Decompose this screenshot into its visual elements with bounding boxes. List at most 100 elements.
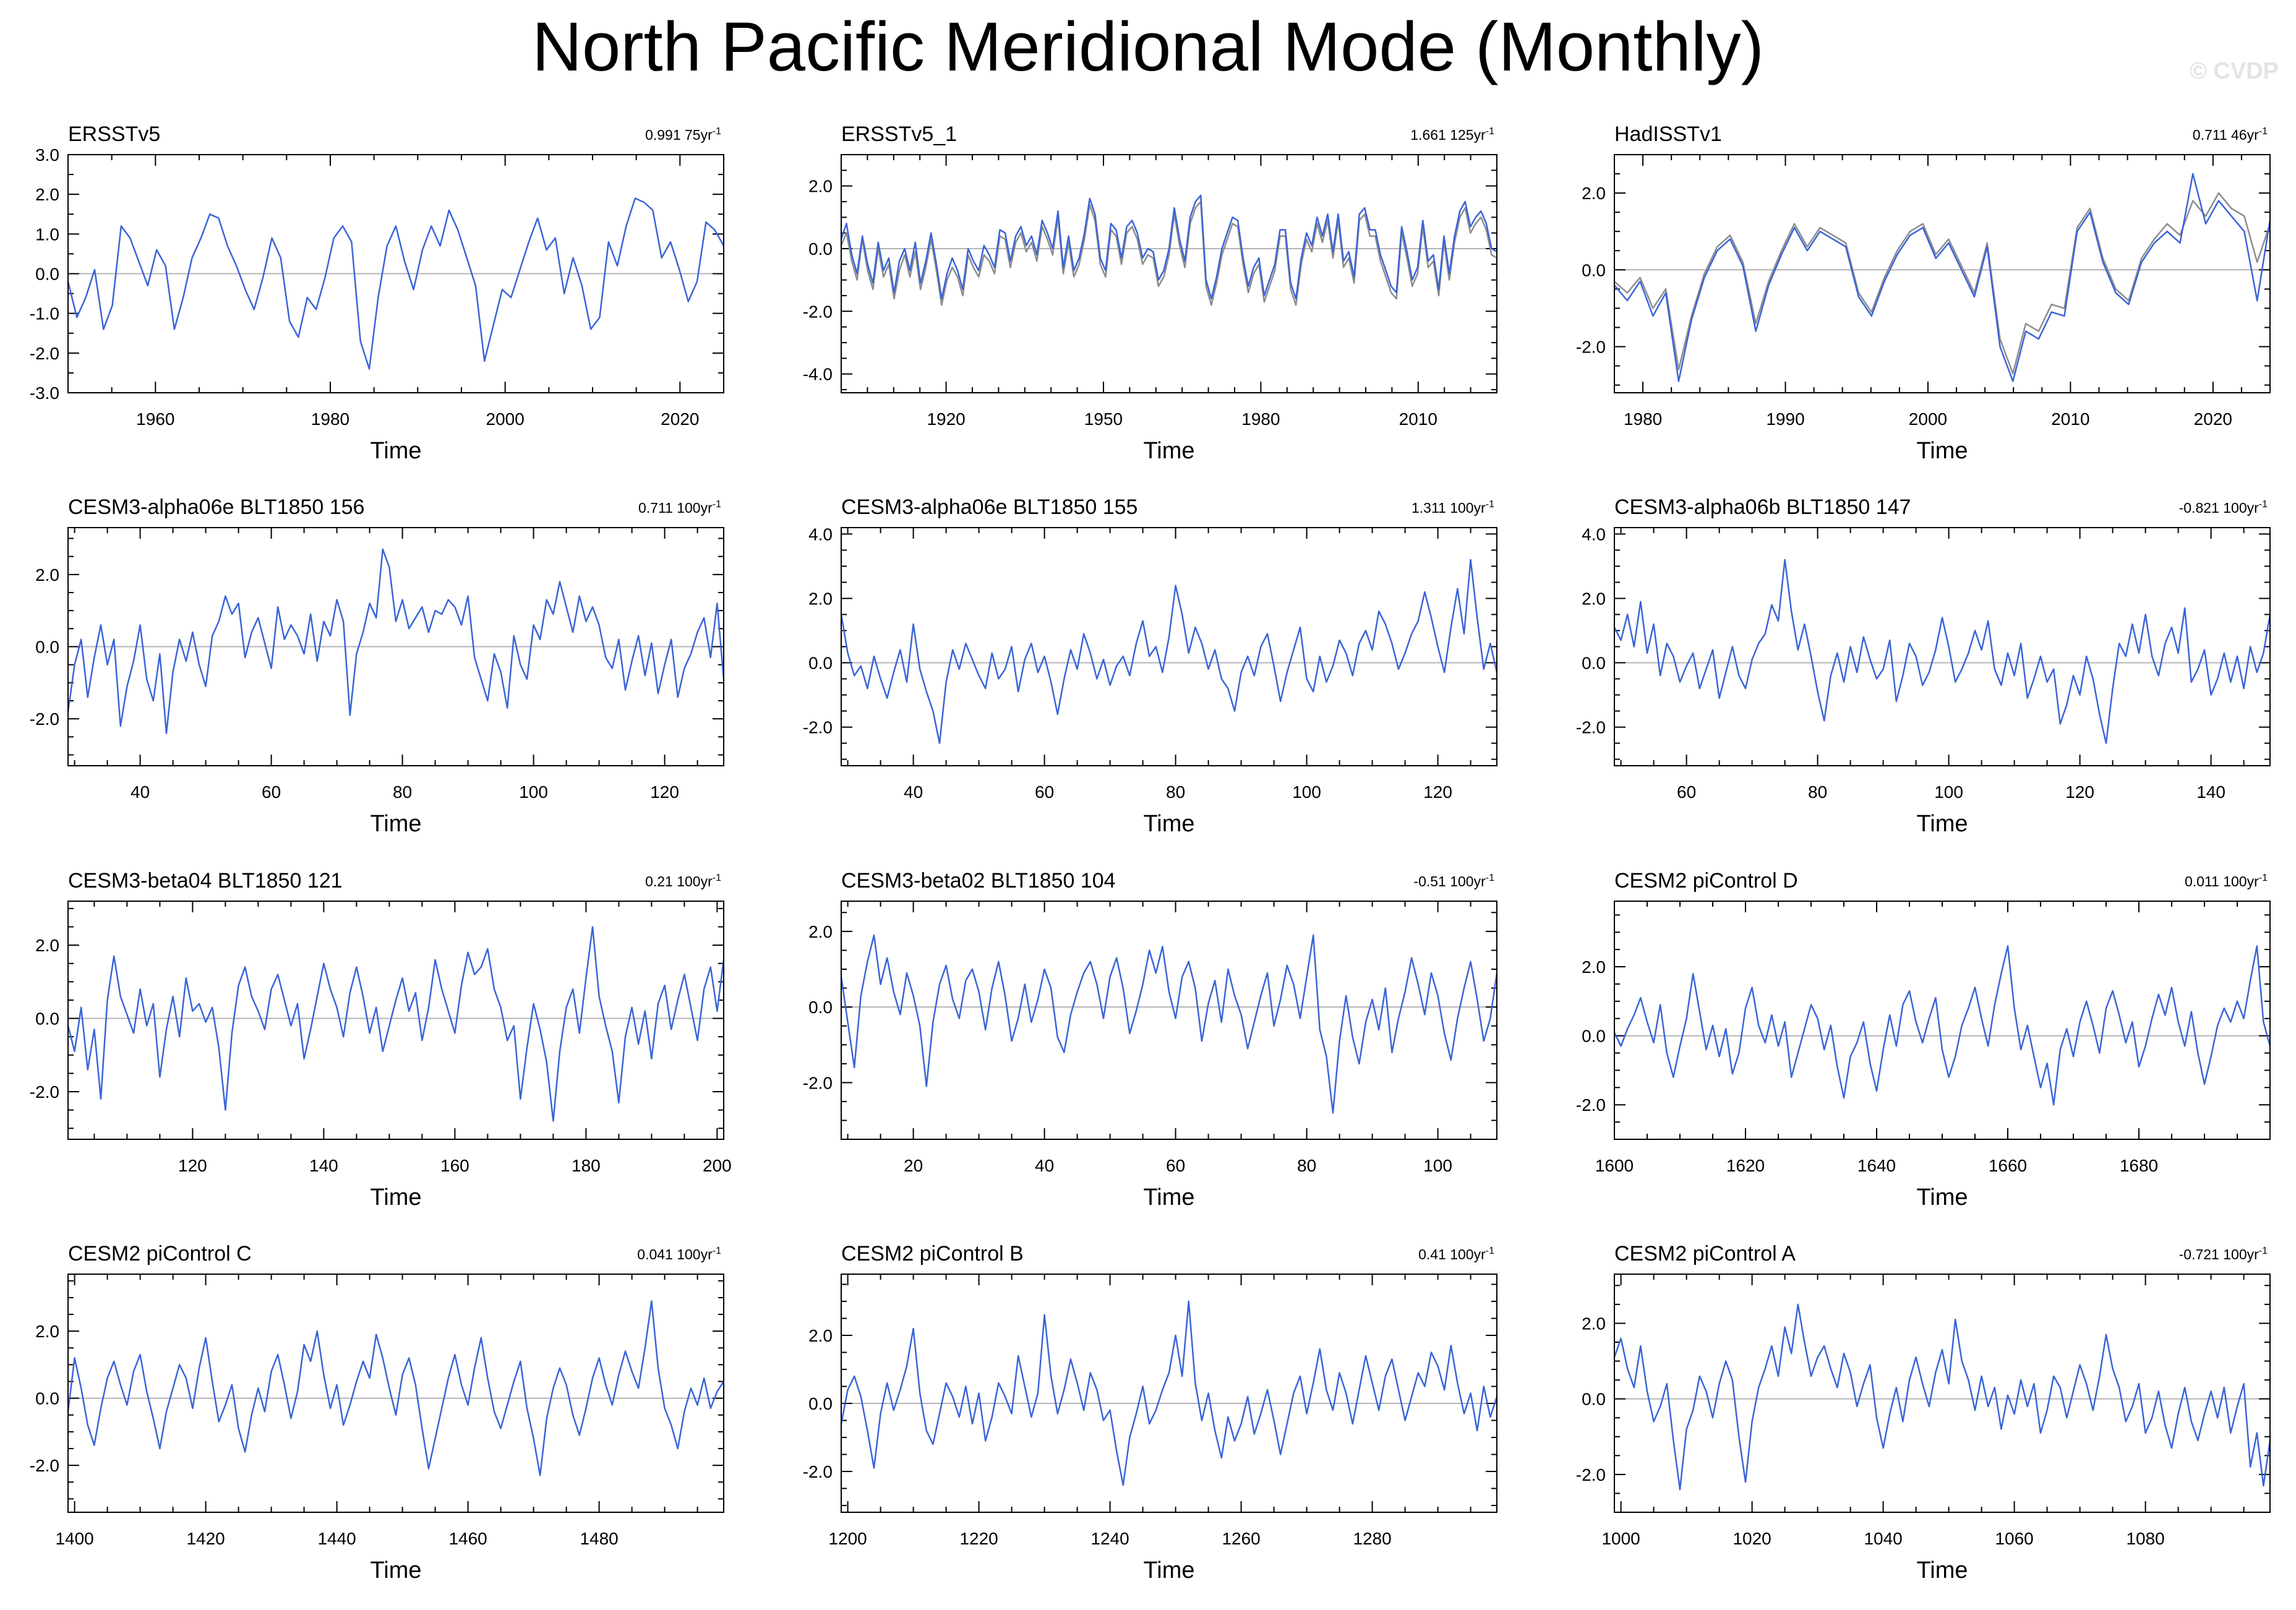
y-tick-label: -2.0 <box>30 1456 59 1475</box>
chart-title: HadISSTv1 <box>1614 122 1722 146</box>
y-tick-label: 0.0 <box>808 239 833 259</box>
chart-trend: 0.711 100yr-1 <box>638 499 721 516</box>
plot-frame <box>1614 901 2271 1140</box>
y-tick-label: -2.0 <box>1576 1465 1606 1484</box>
x-tick-label: 1200 <box>828 1529 867 1548</box>
y-tick-label: -2.0 <box>30 344 59 363</box>
y-tick-label: -2.0 <box>30 709 59 729</box>
chart-title: CESM3-beta02 BLT1850 104 <box>841 869 1116 893</box>
x-tick-label: 40 <box>1035 1156 1054 1175</box>
y-tick-label: 2.0 <box>808 922 833 941</box>
y-tick-label: -2.0 <box>1576 337 1606 356</box>
plot-frame <box>1614 527 2271 766</box>
y-tick-label: 2.0 <box>35 185 59 204</box>
y-tick-label: 4.0 <box>808 525 833 544</box>
series-line <box>67 926 725 1122</box>
x-axis-label: Time <box>370 1557 421 1583</box>
y-tick-label: -2.0 <box>803 1462 833 1481</box>
x-tick-label: 80 <box>1166 782 1185 802</box>
chart-trend: 1.311 100yr-1 <box>1411 499 1494 516</box>
x-tick-label: 1240 <box>1090 1529 1129 1548</box>
plot-frame <box>841 154 1497 393</box>
y-tick-label: 2.0 <box>35 565 59 584</box>
y-tick-label: 2.0 <box>35 936 59 955</box>
y-tick-label: -2.0 <box>803 302 833 321</box>
chart-panel: CESM3-alpha06e BLT1850 155 1.311 100yr-1 -… <box>803 495 1498 837</box>
chart-title: CESM2 piControl C <box>68 1242 252 1265</box>
series-line <box>840 559 1498 744</box>
x-axis-label: Time <box>1143 1557 1194 1583</box>
x-tick-label: 1020 <box>1733 1529 1771 1548</box>
x-tick-label: 40 <box>904 782 923 802</box>
chart-panel: CESM3-beta04 BLT1850 121 0.21 100yr-1 -2.0… <box>30 869 732 1210</box>
x-tick-label: 2010 <box>1399 409 1437 429</box>
y-tick-label: 2.0 <box>1582 957 1606 977</box>
y-tick-label: 0.0 <box>808 654 833 673</box>
y-tick-label: -2.0 <box>803 1073 833 1092</box>
y-tick-label: -3.0 <box>30 383 59 403</box>
x-tick-label: 140 <box>309 1156 338 1175</box>
y-tick-label: -4.0 <box>803 365 833 384</box>
x-axis-label: Time <box>370 1184 421 1210</box>
x-tick-label: 1440 <box>317 1529 356 1548</box>
x-axis-label: Time <box>1916 1184 1968 1210</box>
x-tick-label: 2000 <box>486 409 525 429</box>
chart-trend: 0.991 75yr-1 <box>645 126 721 143</box>
plot-frame <box>1614 154 2271 393</box>
x-tick-label: 1460 <box>448 1529 487 1548</box>
x-tick-label: 1600 <box>1595 1156 1634 1175</box>
chart-panel: CESM2 piControl C 0.041 100yr-1 -2.0 0.0 2.0… <box>30 1242 725 1583</box>
series-line <box>1613 1303 2271 1491</box>
x-axis-label: Time <box>1916 1557 1968 1583</box>
series-line <box>67 197 725 370</box>
chart-title: ERSSTv5 <box>68 122 160 146</box>
x-tick-label: 1060 <box>1995 1529 2033 1548</box>
x-tick-label: 1640 <box>1857 1156 1896 1175</box>
series-line <box>1613 559 2271 744</box>
x-tick-label: 120 <box>2065 782 2094 802</box>
x-tick-label: 140 <box>2196 782 2225 802</box>
x-tick-label: 1400 <box>55 1529 93 1548</box>
chart-title: ERSSTv5_1 <box>841 122 957 146</box>
series-line <box>1614 192 2271 375</box>
y-tick-label: 2.0 <box>1582 589 1606 608</box>
x-tick-label: 1680 <box>2120 1156 2158 1175</box>
x-tick-label: 160 <box>440 1156 469 1175</box>
y-tick-label: 2.0 <box>808 177 833 196</box>
x-tick-label: 120 <box>650 782 679 802</box>
watermark: © CVDP <box>2189 58 2279 84</box>
chart-panel: ERSSTv5_1 1.661 125yr-1 -4.0 -2.0 0.0 2.0 1920… <box>803 122 1497 464</box>
x-tick-label: 100 <box>1934 782 1963 802</box>
plot-frame <box>841 1274 1497 1513</box>
x-tick-label: 80 <box>1808 782 1827 802</box>
y-tick-label: 1.0 <box>35 225 59 244</box>
x-tick-label: 80 <box>393 782 412 802</box>
x-tick-label: 60 <box>1166 1156 1185 1175</box>
chart-trend: -0.721 100yr-1 <box>2179 1246 2268 1262</box>
chart-trend: 0.011 100yr-1 <box>2185 873 2268 889</box>
page-title: North Pacific Meridional Mode (Monthly) <box>532 8 1764 85</box>
x-tick-label: 1920 <box>927 409 965 429</box>
series-line <box>840 200 1497 306</box>
y-tick-label: 0.0 <box>1582 1027 1606 1046</box>
x-tick-label: 1950 <box>1084 409 1123 429</box>
chart-trend: 0.041 100yr-1 <box>637 1246 721 1262</box>
x-axis-label: Time <box>370 811 421 837</box>
x-tick-label: 1980 <box>311 409 349 429</box>
series-line <box>840 194 1497 300</box>
y-tick-label: -1.0 <box>30 304 59 323</box>
y-tick-label: 3.0 <box>35 145 59 165</box>
x-tick-label: 80 <box>1297 1156 1316 1175</box>
series-line <box>67 1300 725 1476</box>
x-axis-label: Time <box>1143 438 1194 464</box>
x-tick-label: 2020 <box>661 409 699 429</box>
x-tick-label: 1000 <box>1601 1529 1640 1548</box>
chart-panel: CESM2 piControl B 0.41 100yr-1 -2.0 0.0 2.0 1… <box>803 1242 1498 1583</box>
x-tick-label: 200 <box>703 1156 732 1175</box>
x-tick-label: 1420 <box>186 1529 225 1548</box>
chart-title: CESM3-alpha06e BLT1850 156 <box>68 495 364 519</box>
chart-title: CESM3-alpha06e BLT1850 155 <box>841 495 1137 519</box>
x-tick-label: 60 <box>1677 782 1696 802</box>
chart-trend: 0.41 100yr-1 <box>1418 1246 1494 1262</box>
y-tick-label: 0.0 <box>808 1394 833 1413</box>
